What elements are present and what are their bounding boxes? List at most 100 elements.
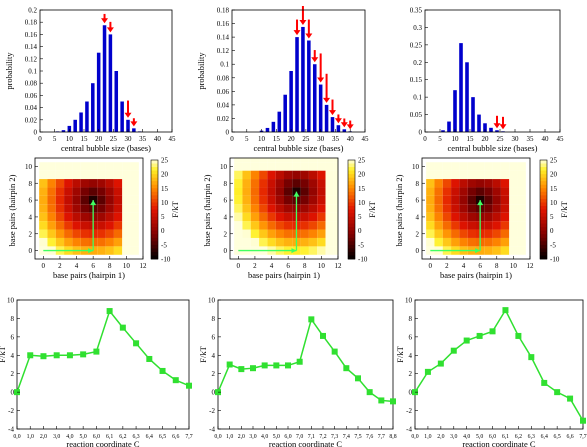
x-tick-label: 6,5	[554, 434, 561, 440]
y-tick-label: 8	[29, 180, 33, 188]
heatmap-cell	[492, 221, 501, 230]
heatmap-cell	[80, 237, 89, 247]
heatmap-cell	[325, 187, 334, 196]
heatmap-cell	[308, 195, 318, 205]
x-tick-label: 20	[482, 135, 490, 143]
bar	[277, 111, 282, 132]
heatmap-cell	[64, 162, 73, 171]
heatmap-cell	[64, 212, 73, 222]
y-tick-label: 0	[226, 129, 230, 137]
series-line	[16, 309, 190, 393]
heatmap-cell	[122, 170, 131, 180]
heatmap-cell	[72, 179, 81, 188]
heatmap-cell	[130, 246, 139, 255]
heatmap-cell	[308, 237, 318, 247]
heatmap-cell	[325, 246, 334, 255]
y-tick-label: 0.16	[25, 31, 38, 39]
histogram-panel: 0 5 10 15 20 25 30 35 40 45 0 0.05 0.1 0.15 0.2 0.25 0.3…	[410, 7, 564, 154]
heatmap-cell	[317, 170, 326, 180]
heatmap-cell	[122, 229, 131, 238]
heatmap-cell	[325, 195, 334, 205]
heatmap-cell	[250, 229, 260, 238]
colorbar-step	[151, 163, 158, 168]
heatmap-cell	[459, 162, 468, 171]
heatmap-cell	[234, 204, 243, 213]
bar	[85, 101, 89, 132]
profile-panel: 0,0 1,0 2,0 3,0 4,0 5,0 6,0 6,1 6,2 6,3 6,4 6,5 6,6 7…	[0, 297, 193, 447]
heatmap-cell	[267, 204, 276, 213]
heatmap-cell	[442, 229, 452, 238]
bar	[459, 43, 463, 132]
heatmap-cell	[325, 237, 334, 247]
heatmap-cell	[267, 221, 276, 230]
colorbar-step	[348, 213, 355, 217]
heatmap-cell	[509, 237, 518, 247]
heatmap-cell	[64, 179, 73, 188]
x-axis-label: reaction coordinate C	[269, 439, 342, 447]
y-tick-label: -2	[406, 407, 412, 415]
heatmap-cell	[333, 187, 338, 196]
x-tick-label: 8,8	[389, 434, 396, 440]
y-tick-label: 6	[212, 333, 216, 341]
heatmap-cell	[484, 195, 493, 205]
x-tick-label: 15	[273, 135, 281, 143]
y-tick-label: 6	[224, 197, 228, 205]
x-tick-label: 30	[125, 135, 133, 143]
colorbar-tick-label: 5	[550, 213, 554, 221]
heatmap-cell	[434, 170, 443, 180]
x-tick-label: 7,1	[308, 434, 315, 440]
x-tick-label: 45	[557, 135, 565, 143]
colorbar-step	[151, 230, 158, 235]
colorbar-step	[151, 244, 158, 249]
bar	[283, 94, 287, 132]
data-point	[489, 328, 496, 335]
data-point	[261, 362, 268, 369]
colorbar-tick-label: 20	[550, 171, 558, 179]
plot-frame	[421, 157, 531, 260]
y-tick-label: 0.3	[413, 24, 422, 32]
heatmap-cell	[64, 170, 73, 180]
colorbar-step	[348, 223, 355, 228]
x-tick-label: 25	[497, 135, 505, 143]
heatmap-cell	[97, 187, 106, 196]
heatmap-cell	[275, 195, 284, 205]
data-point	[450, 347, 457, 354]
heatmap-cell	[308, 204, 318, 213]
y-tick-label: 0.05	[410, 111, 423, 119]
y-tick-label: 0	[34, 129, 38, 137]
colorbar-step	[540, 227, 547, 232]
heatmap-cell	[484, 246, 493, 255]
colorbar-step	[540, 160, 547, 164]
heatmap-cell	[434, 229, 443, 238]
colorbar-step	[540, 177, 547, 182]
heatmap-cell	[234, 237, 243, 247]
heatmap-cell	[105, 179, 114, 188]
heatmap-cell	[500, 162, 510, 171]
heatmap-cell	[300, 162, 309, 171]
bar	[489, 127, 493, 132]
x-tick-label: 30	[317, 135, 325, 143]
x-tick-label: 7,5	[354, 434, 361, 440]
colorbar-step	[348, 177, 355, 182]
y-tick-label: 8	[212, 315, 216, 323]
heatmap-cell	[234, 229, 243, 238]
data-point	[331, 348, 338, 355]
heatmap-cell	[80, 162, 89, 171]
x-tick-label: 5,0	[80, 434, 87, 440]
heatmap-cell	[426, 237, 435, 247]
data-point	[554, 389, 561, 396]
heatmap-cell	[55, 170, 65, 180]
heatmap-cell	[234, 187, 243, 196]
x-axis-label: base pairs (hairpin 1)	[440, 270, 512, 280]
colorbar-step	[151, 191, 158, 196]
colorbar-step	[151, 241, 158, 246]
heatmap-cell	[325, 170, 334, 180]
colorbar-tick-label: 15	[358, 185, 366, 193]
plot-frame	[34, 157, 144, 260]
heatmap-cell	[308, 179, 318, 188]
heatmap-cell	[308, 158, 318, 163]
y-tick-label: 0.16	[217, 20, 230, 28]
y-tick-label: 4	[29, 213, 33, 221]
heatmap-cell	[39, 204, 48, 213]
arrow-head	[124, 112, 132, 118]
